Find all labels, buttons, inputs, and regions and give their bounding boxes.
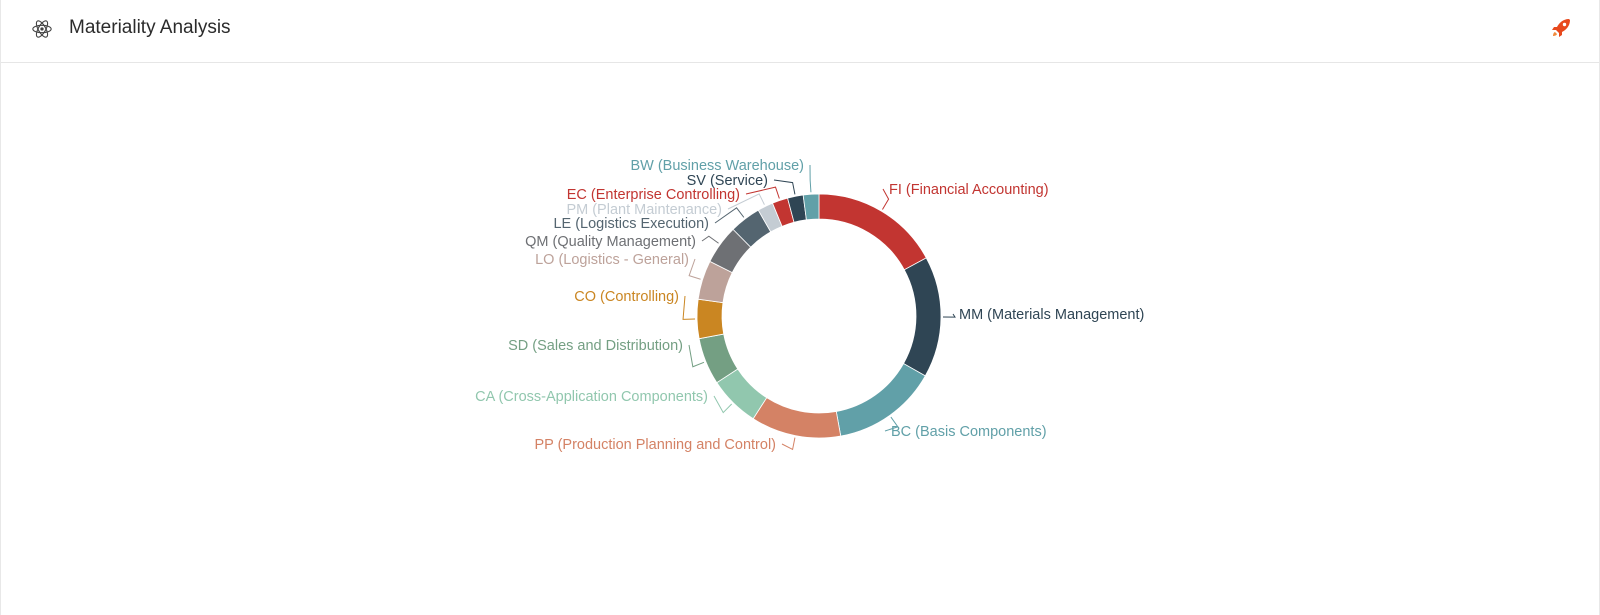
slice-label-ca: CA (Cross-Application Components): [475, 389, 708, 405]
leader-line-sv: [773, 179, 796, 195]
leader-line-mm: [942, 313, 956, 318]
leader-line-bw: [809, 164, 812, 193]
react-atom-icon: [32, 20, 52, 38]
slice-label-ec: EC (Enterprise Controlling): [567, 187, 740, 203]
slice-co[interactable]: [696, 298, 725, 340]
leader-line-ca: [713, 395, 733, 414]
slice-label-co: CO (Controlling): [574, 289, 679, 305]
slice-pp[interactable]: [752, 397, 842, 439]
slice-mm[interactable]: [902, 257, 942, 377]
rocket-icon[interactable]: [1549, 16, 1573, 40]
leader-line-pp: [781, 437, 796, 451]
leader-line-qm: [701, 235, 719, 244]
slice-label-sd: SD (Sales and Distribution): [508, 338, 683, 354]
leader-line-co: [682, 295, 696, 320]
slice-label-lo: LO (Logistics - General): [535, 252, 689, 268]
slice-bw[interactable]: [802, 193, 820, 221]
leader-line-le: [714, 207, 745, 224]
leader-line-pm: [727, 193, 765, 210]
leader-line-bc: [884, 416, 899, 432]
header-bar: Materiality Analysis: [1, 0, 1599, 63]
slice-label-qm: QM (Quality Management): [525, 234, 696, 250]
chart-area: FI (Financial Accounting) MM (Materials M…: [1, 64, 1599, 615]
slice-label-fi: FI (Financial Accounting): [889, 182, 1049, 198]
slice-label-bc: BC (Basis Components): [891, 424, 1047, 440]
leader-line-ec: [745, 186, 780, 199]
slice-label-le: LE (Logistics Execution): [553, 216, 709, 232]
page-title: Materiality Analysis: [69, 17, 231, 38]
slice-label-bw: BW (Business Warehouse): [630, 158, 804, 174]
leader-line-fi: [882, 188, 890, 210]
leader-line-lo: [688, 258, 701, 280]
slice-fi[interactable]: [818, 193, 927, 271]
slice-label-sv: SV (Service): [687, 173, 768, 189]
slice-label-mm: MM (Materials Management): [959, 307, 1144, 323]
slice-label-pm: PM (Plant Maintenance): [566, 202, 722, 218]
materiality-donut-chart: FI (Financial Accounting) MM (Materials M…: [475, 158, 1144, 453]
slice-label-pp: PP (Production Planning and Control): [534, 437, 776, 453]
leader-line-sd: [688, 344, 705, 368]
